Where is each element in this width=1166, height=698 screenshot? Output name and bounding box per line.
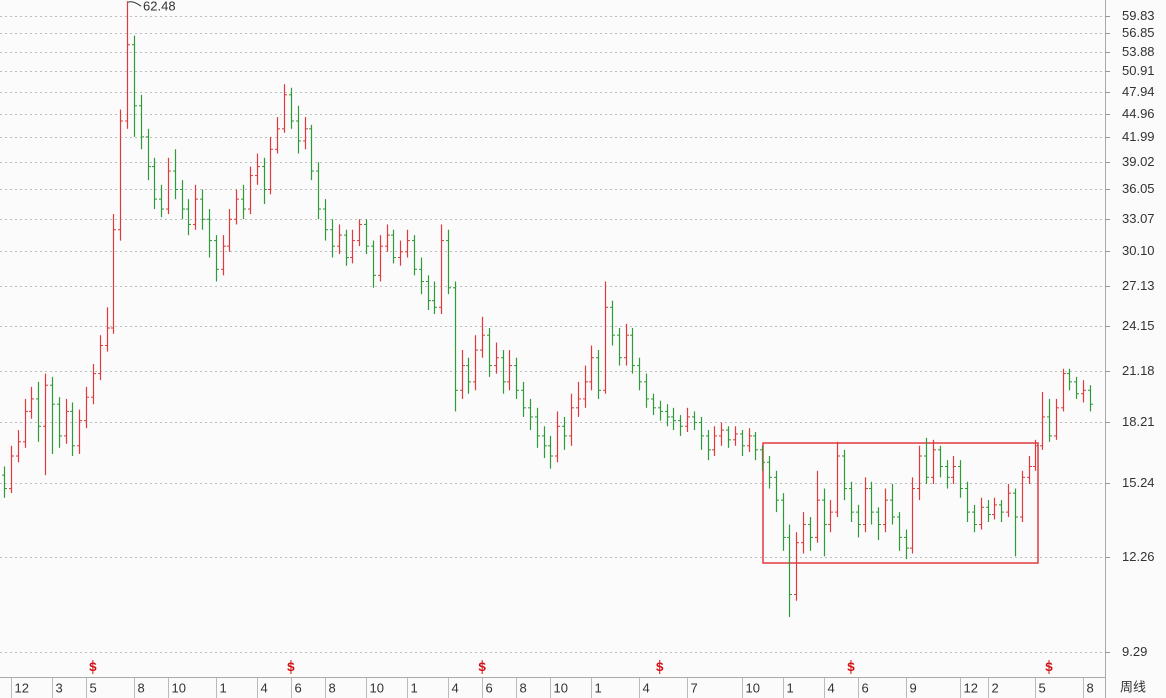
x-tick-label: 1	[220, 680, 227, 695]
x-tick-label: 8	[520, 680, 527, 695]
y-tick-label: 56.85	[1122, 25, 1155, 40]
x-tick-label: 6	[486, 680, 493, 695]
x-tick-label: 4	[643, 680, 650, 695]
x-tick-label: 1	[411, 680, 418, 695]
y-tick-label: 33.07	[1122, 211, 1155, 226]
y-tick-label: 24.15	[1122, 318, 1155, 333]
x-tick-label: 10	[370, 680, 384, 695]
x-tick-label: 4	[828, 680, 835, 695]
event-label: S	[287, 660, 295, 674]
x-tick-label: 12	[964, 680, 978, 695]
highlight-box	[762, 442, 1039, 564]
y-tick-label: 30.10	[1122, 243, 1155, 258]
x-tick-label: 1	[595, 680, 602, 695]
x-tick-label: 8	[1087, 680, 1094, 695]
y-tick-label: 21.18	[1122, 363, 1155, 378]
x-tick-label: 8	[329, 680, 336, 695]
x-tick-label: 10	[554, 680, 568, 695]
event-label: S	[478, 660, 486, 674]
x-tick-label: 9	[910, 680, 917, 695]
x-tick-label: 6	[295, 680, 302, 695]
max-label: 62.48	[143, 0, 176, 14]
event-label: S	[1045, 660, 1053, 674]
x-tick-label: 10	[172, 680, 186, 695]
y-tick-label: 53.88	[1122, 44, 1155, 59]
x-tick-label: 6	[862, 680, 869, 695]
x-tick-label: 5	[90, 680, 97, 695]
y-tick-label: 27.13	[1122, 278, 1155, 293]
y-tick-label: 15.24	[1122, 475, 1155, 490]
x-tick-label: 5	[1039, 680, 1046, 695]
x-tick-label: 8	[138, 680, 145, 695]
y-tick-label: 36.05	[1122, 181, 1155, 196]
y-tick-label: 9.29	[1122, 644, 1147, 659]
y-tick-label: 39.02	[1122, 154, 1155, 169]
y-tick-label: 59.83	[1122, 8, 1155, 23]
y-tick-label: 47.94	[1122, 84, 1155, 99]
max-pointer	[127, 1, 142, 7]
x-tick-label: 2	[992, 680, 999, 695]
x-tick-label: 4	[452, 680, 459, 695]
x-tick-label: 7	[691, 680, 698, 695]
event-label: S	[656, 660, 664, 674]
x-tick-label: 10	[746, 680, 760, 695]
y-tick-label: 44.96	[1122, 106, 1155, 121]
y-tick-label: 50.91	[1122, 63, 1155, 78]
event-label: S	[89, 660, 97, 674]
y-tick-label: 12.26	[1122, 549, 1155, 564]
y-tick-label: 18.21	[1122, 414, 1155, 429]
x-tick-label: 1	[787, 680, 794, 695]
x-tick-label: 3	[56, 680, 63, 695]
y-tick-label: 41.99	[1122, 129, 1155, 144]
event-label: S	[847, 660, 855, 674]
period-label: 周线	[1120, 679, 1146, 694]
x-tick-label: 12	[15, 680, 29, 695]
x-tick-label: 4	[261, 680, 268, 695]
